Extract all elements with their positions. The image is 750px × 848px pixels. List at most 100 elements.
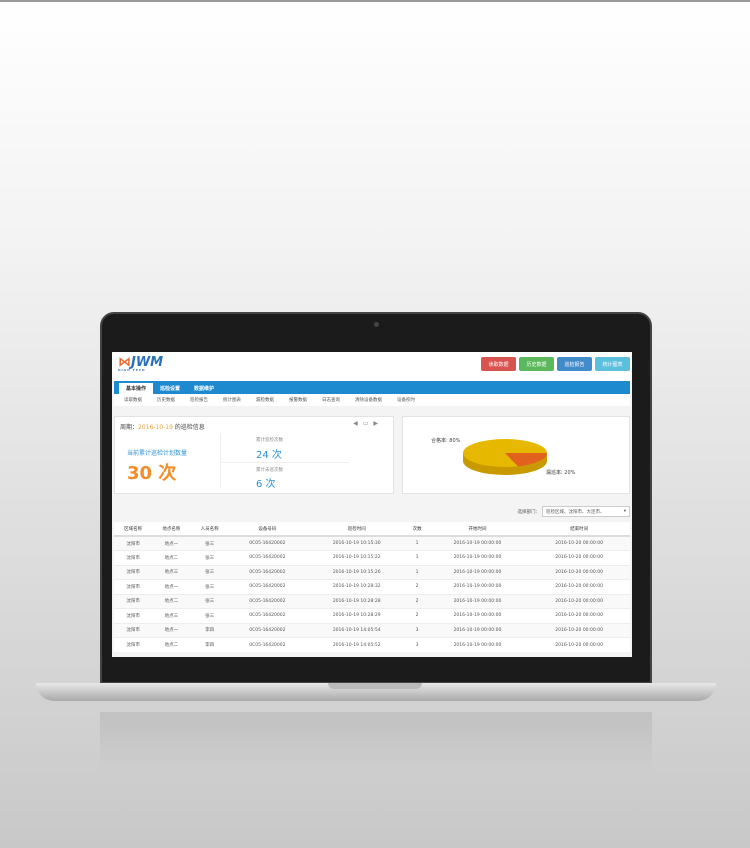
- table-cell: 0C05-16420002: [228, 535, 306, 551]
- subnav-item[interactable]: 报警数据: [289, 398, 307, 403]
- dept-filter: 选择部门： 巡检区域、沈阳市、大连市、 ▾: [518, 506, 630, 517]
- table-cell: 张三: [190, 535, 229, 551]
- header: ⋈JWM HIGH TECH 读取数据 历史数据 巡检报告 统计图表: [112, 352, 632, 381]
- table-cell: 2016-10-19 00:00:00: [426, 564, 529, 580]
- data-table: 区域名称 地点名称 人员名称 设备号码 巡检时间 次数 开始时间 结束时间 沈阳市 地点一 张三 0C…: [114, 522, 630, 652]
- table-cell: 沈阳市: [114, 608, 153, 623]
- pie-slice-miss: [505, 453, 547, 467]
- table-cell: 2016-10-19 14:05:52: [305, 637, 408, 652]
- column-header[interactable]: 区域名称: [114, 522, 153, 537]
- table-cell: 张三: [190, 564, 229, 580]
- column-header[interactable]: 开始时间: [426, 522, 529, 537]
- table-cell: 0C05-16420002: [228, 622, 306, 638]
- table-cell: 0C05-16420002: [228, 593, 306, 609]
- nav-tab[interactable]: 基本操作: [119, 383, 154, 394]
- subnav-item[interactable]: 读取数据: [124, 398, 142, 403]
- table-cell: 2016-10-20 00:00:00: [528, 579, 630, 594]
- plan-label: 当前累计巡检计划数量: [127, 450, 188, 457]
- nav-tab[interactable]: 巡检设置: [160, 386, 181, 392]
- table-cell: 2016-10-19 00:00:00: [426, 608, 529, 623]
- subnav-item[interactable]: 日志查询: [322, 398, 340, 403]
- divider: [221, 462, 349, 463]
- pie-panel: 合格率: 80% 漏巡率: 20%: [402, 416, 630, 494]
- subnav-item[interactable]: 历史数据: [157, 398, 175, 403]
- table-row[interactable]: 沈阳市 地点三 张三 0C05-16420002 2016-10-19 10:15:26…: [114, 564, 630, 580]
- subnav-item[interactable]: 漏检数据: [256, 398, 274, 403]
- subnav-item[interactable]: 巡检报告: [190, 398, 208, 403]
- subnav-item[interactable]: 统计图表: [223, 398, 241, 403]
- table-cell: 2016-10-19 10:15:22: [305, 550, 408, 565]
- column-header[interactable]: 次数: [407, 522, 427, 537]
- subnav-item[interactable]: 设备校时: [397, 398, 415, 403]
- header-button[interactable]: 读取数据: [481, 357, 516, 371]
- logo: ⋈JWM HIGH TECH: [118, 355, 164, 372]
- period-title: 周期：2016-10-19 的巡检信息: [120, 424, 205, 431]
- caret-down-icon: ▾: [623, 509, 626, 514]
- nav-tab[interactable]: 数据维护: [194, 386, 215, 392]
- table-cell: 2016-10-20 00:00:00: [528, 637, 630, 652]
- divider: [220, 433, 221, 488]
- table-row[interactable]: 沈阳市 地点二 李四 0C05-16420002 2016-10-19 14:05:52…: [114, 637, 630, 652]
- table-row[interactable]: 沈阳市 地点一 张三 0C05-16420002 2016-10-19 10:28:32…: [114, 579, 630, 594]
- table-cell: 地点三: [152, 608, 191, 623]
- top-border: [0, 0, 750, 2]
- table-cell: 2016-10-19 10:15:30: [305, 535, 408, 551]
- table-cell: 2: [407, 608, 427, 623]
- table-cell: 0C05-16420002: [228, 579, 306, 594]
- table-cell: 2016-10-19 00:00:00: [426, 579, 529, 594]
- table-cell: 张三: [190, 579, 229, 594]
- column-header[interactable]: 人员名称: [190, 522, 229, 537]
- plan-value: 30 次: [127, 463, 177, 484]
- table-cell: 0C05-16420002: [228, 550, 306, 565]
- table-cell: 2016-10-20 00:00:00: [528, 622, 630, 638]
- table-cell: 沈阳市: [114, 564, 153, 580]
- dept-select[interactable]: 巡检区域、沈阳市、大连市、 ▾: [542, 506, 630, 517]
- table-cell: 2016-10-19 00:00:00: [426, 622, 529, 638]
- column-header[interactable]: 结束时间: [528, 522, 630, 537]
- done-label: 累计巡检次数: [256, 438, 283, 443]
- table-cell: 2016-10-19 10:15:26: [305, 564, 408, 580]
- table-cell: 0C05-16420002: [228, 637, 306, 652]
- table-row[interactable]: 沈阳市 地点一 李四 0C05-16420002 2016-10-19 14:05:54…: [114, 622, 630, 638]
- table-cell: 3: [407, 622, 427, 638]
- table-cell: 2016-10-19 00:00:00: [426, 637, 529, 652]
- calendar-icon[interactable]: ▭: [362, 420, 374, 427]
- table-row[interactable]: 沈阳市 地点一 张三 0C05-16420002 2016-10-19 10:15:30…: [114, 535, 630, 551]
- next-icon[interactable]: ▶: [373, 420, 383, 427]
- table-cell: 沈阳市: [114, 535, 153, 551]
- sub-nav: 读取数据 历史数据 巡检报告 统计图表 漏检数据 报警数据 日志查询 清除设备数据 设备校时: [114, 394, 630, 406]
- table-row[interactable]: 沈阳市 地点二 张三 0C05-16420002 2016-10-19 10:28:28…: [114, 593, 630, 609]
- app-screen: ⋈JWM HIGH TECH 读取数据 历史数据 巡检报告 统计图表 基本操作 巡检设置数…: [112, 352, 632, 657]
- table-row[interactable]: 沈阳市 地点三 张三 0C05-16420002 2016-10-19 10:28:29…: [114, 608, 630, 623]
- table-cell: 2016-10-19 10:28:32: [305, 579, 408, 594]
- table-cell: 李四: [190, 637, 229, 652]
- header-button[interactable]: 历史数据: [519, 357, 554, 371]
- header-button[interactable]: 统计图表: [595, 357, 630, 371]
- table-cell: 1: [407, 535, 427, 551]
- column-header[interactable]: 地点名称: [152, 522, 191, 537]
- column-header[interactable]: 巡检时间: [305, 522, 408, 537]
- table-cell: 2016-10-20 00:00:00: [528, 550, 630, 565]
- table-row[interactable]: 沈阳市 地点二 张三 0C05-16420002 2016-10-19 10:15:22…: [114, 550, 630, 565]
- pie-label-pass: 合格率: 80%: [431, 438, 461, 444]
- prev-icon[interactable]: ◀: [353, 420, 363, 427]
- table-cell: 3: [407, 637, 427, 652]
- table-cell: 2016-10-20 00:00:00: [528, 535, 630, 551]
- table-cell: 地点三: [152, 564, 191, 580]
- table-cell: 沈阳市: [114, 637, 153, 652]
- table-cell: 张三: [190, 593, 229, 609]
- header-button[interactable]: 巡检报告: [557, 357, 592, 371]
- table-cell: 地点二: [152, 593, 191, 609]
- laptop-notch: [328, 683, 422, 689]
- table-cell: 0C05-16420002: [228, 564, 306, 580]
- summary-panel: 周期：2016-10-19 的巡检信息 ◀▭▶ 当前累计巡检计划数量 30 次 …: [114, 416, 394, 494]
- subnav-item[interactable]: 清除设备数据: [355, 398, 382, 403]
- column-header[interactable]: 设备号码: [228, 522, 306, 537]
- table-cell: 2016-10-19 00:00:00: [426, 550, 529, 565]
- table-cell: 2016-10-19 10:28:29: [305, 608, 408, 623]
- table-cell: 0C05-16420002: [228, 608, 306, 623]
- table-cell: 地点一: [152, 622, 191, 638]
- laptop-base: [36, 683, 716, 701]
- pie-chart: [463, 439, 547, 475]
- main-nav: 基本操作 巡检设置 数据维护: [114, 381, 630, 394]
